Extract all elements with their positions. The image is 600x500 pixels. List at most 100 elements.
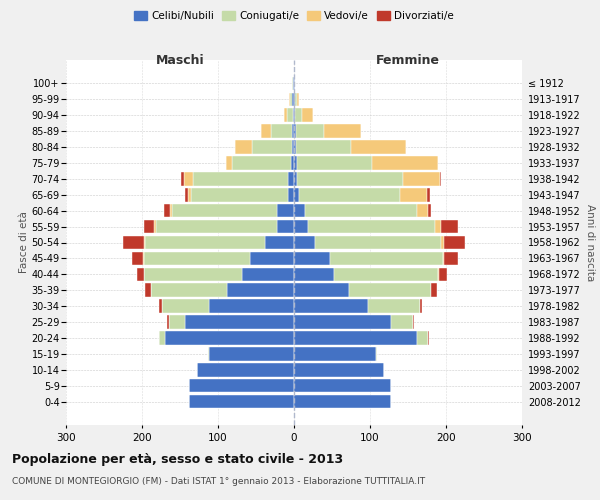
Bar	[294, 379, 391, 392]
Bar	[436, 220, 442, 234]
Bar	[331, 252, 443, 265]
Bar	[297, 156, 371, 170]
Bar	[294, 188, 299, 202]
Bar	[417, 204, 428, 218]
Bar	[440, 172, 442, 186]
Bar	[289, 92, 290, 106]
Bar	[242, 268, 294, 281]
Bar	[428, 204, 431, 218]
Bar	[351, 140, 406, 154]
Bar	[294, 331, 417, 345]
Bar	[325, 124, 361, 138]
Bar	[376, 347, 377, 360]
Bar	[250, 252, 294, 265]
Bar	[294, 156, 297, 170]
Bar	[227, 284, 294, 297]
Bar	[292, 76, 293, 90]
Bar	[159, 331, 165, 345]
Bar	[260, 124, 271, 138]
Bar	[159, 300, 162, 313]
Bar	[191, 188, 288, 202]
Bar	[277, 204, 294, 218]
Bar	[252, 140, 292, 154]
Bar	[208, 347, 209, 360]
Bar	[288, 172, 294, 186]
Bar	[291, 156, 294, 170]
Text: Popolazione per età, sesso e stato civile - 2013: Popolazione per età, sesso e stato civil…	[12, 452, 343, 466]
Bar	[132, 252, 143, 265]
Bar	[294, 76, 295, 90]
Bar	[294, 363, 383, 376]
Bar	[294, 236, 315, 250]
Bar	[294, 220, 308, 234]
Bar	[391, 316, 413, 329]
Bar	[226, 156, 232, 170]
Bar	[294, 284, 349, 297]
Bar	[189, 395, 294, 408]
Bar	[293, 108, 294, 122]
Bar	[145, 236, 265, 250]
Bar	[232, 156, 291, 170]
Text: Femmine: Femmine	[376, 54, 440, 66]
Bar	[444, 236, 465, 250]
Bar	[294, 204, 305, 218]
Bar	[296, 124, 325, 138]
Bar	[292, 140, 294, 154]
Bar	[403, 172, 440, 186]
Bar	[295, 92, 297, 106]
Bar	[400, 188, 427, 202]
Text: COMUNE DI MONTEGIORGIO (FM) - Dati ISTAT 1° gennaio 2013 - Elaborazione TUTTITAL: COMUNE DI MONTEGIORGIO (FM) - Dati ISTAT…	[12, 478, 425, 486]
Bar	[296, 140, 351, 154]
Bar	[170, 204, 172, 218]
Bar	[297, 172, 403, 186]
Bar	[167, 316, 169, 329]
Bar	[368, 300, 420, 313]
Bar	[137, 268, 143, 281]
Bar	[169, 316, 185, 329]
Legend: Celibi/Nubili, Coniugati/e, Vedovi/e, Divorziati/e: Celibi/Nubili, Coniugati/e, Vedovi/e, Di…	[130, 7, 458, 25]
Bar	[143, 252, 250, 265]
Bar	[181, 172, 184, 186]
Bar	[299, 188, 400, 202]
Bar	[144, 236, 145, 250]
Bar	[294, 347, 376, 360]
Bar	[184, 172, 193, 186]
Bar	[294, 268, 334, 281]
Bar	[443, 252, 445, 265]
Bar	[294, 108, 295, 122]
Bar	[165, 331, 294, 345]
Bar	[290, 92, 292, 106]
Bar	[185, 188, 188, 202]
Bar	[197, 363, 294, 376]
Bar	[293, 76, 294, 90]
Bar	[143, 220, 154, 234]
Bar	[284, 108, 287, 122]
Bar	[287, 108, 293, 122]
Bar	[143, 268, 242, 281]
Bar	[420, 300, 422, 313]
Bar	[271, 124, 292, 138]
Bar	[445, 252, 458, 265]
Text: Maschi: Maschi	[155, 54, 205, 66]
Bar	[145, 284, 151, 297]
Bar	[188, 188, 191, 202]
Bar	[334, 268, 439, 281]
Bar	[155, 220, 277, 234]
Bar	[297, 92, 299, 106]
Bar	[431, 284, 437, 297]
Bar	[294, 300, 368, 313]
Bar	[154, 220, 155, 234]
Bar	[288, 188, 294, 202]
Bar	[292, 124, 294, 138]
Bar	[151, 284, 227, 297]
Bar	[123, 236, 144, 250]
Bar	[315, 236, 440, 250]
Bar	[440, 236, 444, 250]
Bar	[294, 172, 297, 186]
Bar	[294, 395, 391, 408]
Y-axis label: Fasce di età: Fasce di età	[19, 212, 29, 274]
Bar	[265, 236, 294, 250]
Bar	[371, 156, 439, 170]
Bar	[302, 108, 313, 122]
Bar	[413, 316, 414, 329]
